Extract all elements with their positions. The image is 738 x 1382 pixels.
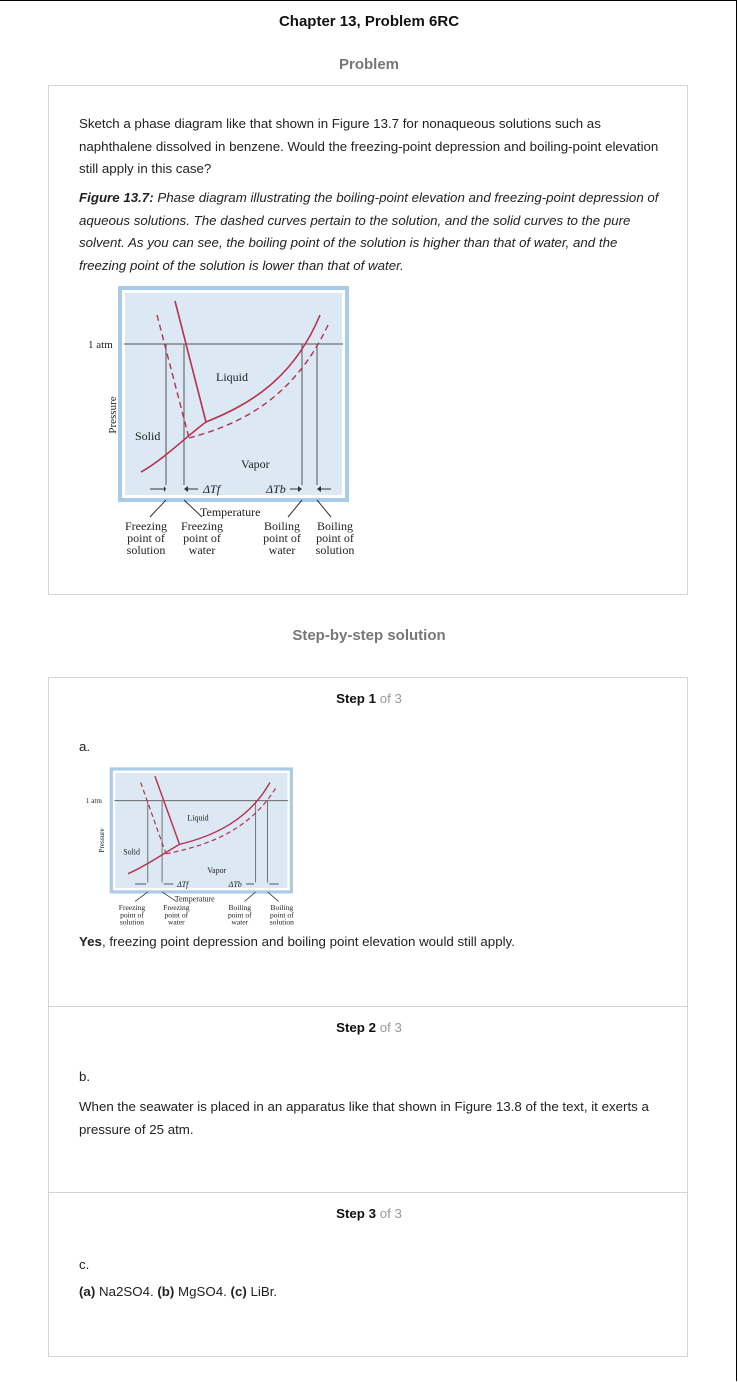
small-bp-solution-l1: Boiling [271, 903, 294, 912]
bp-solution-l2: point of [316, 531, 354, 545]
phase-diagram-small: 1 atm Pressure Liquid Solid Vapor ΔTf ΔT… [86, 767, 294, 926]
small-fp-water-l3: water [168, 917, 185, 926]
problem-box [48, 85, 688, 595]
figure-label: Figure 13.7: [79, 190, 154, 205]
small-fp-water-l1: Freezing [163, 903, 190, 912]
answer-a-text: Na2SO4. [95, 1284, 158, 1299]
diagram-frame [118, 286, 349, 502]
small-fp-water-l2: point of [165, 910, 189, 919]
diagram-panel [123, 291, 344, 497]
answer-c-text: LiBr. [246, 1284, 278, 1299]
step-1-answer-bold: Yes [79, 934, 102, 949]
pressure-axis-label: Pressure [107, 396, 119, 433]
bp-water-l2: point of [263, 531, 301, 545]
part-a-label: a. [79, 739, 91, 754]
answer-c-label: (c) [230, 1284, 247, 1299]
vapor-label: Vapor [241, 457, 270, 471]
liquid-label: Liquid [216, 370, 248, 384]
small-delta-tb: ΔTb [228, 880, 242, 889]
small-fp-solution-l2: point of [120, 910, 144, 919]
small-bp-water-l1: Boiling [229, 903, 252, 912]
phase-diagram: 1 atm Pressure Liquid Solid Vapor ΔTf ΔT… [88, 286, 355, 557]
part-b-label: b. [79, 1069, 91, 1084]
fp-water-l1: Freezing [181, 519, 223, 533]
step-3-label: Step 3 of 3 [0, 1206, 738, 1221]
step-1-answer-rest: , freezing point depression and boiling … [101, 934, 515, 949]
vaporization-curve-solvent [205, 314, 321, 423]
small-liquid-label: Liquid [187, 814, 208, 823]
small-one-atm-label: 1 atm [86, 797, 102, 805]
delta-tf-label: ΔTf [202, 482, 222, 496]
step-3-label-bold: Step 3 [336, 1206, 377, 1221]
step-2-label-bold: Step 2 [336, 1020, 377, 1035]
small-fp-solution-l3: solution [120, 917, 144, 926]
one-atm-label: 1 atm [88, 339, 113, 351]
problem-heading: Problem [338, 56, 399, 73]
small-bp-water-l2: point of [228, 910, 252, 919]
fp-water-l3: water [189, 543, 216, 557]
step-1-label: Step 1 of 3 [0, 691, 738, 706]
small-fp-solution-l1: Freezing [119, 903, 146, 912]
small-bp-solution-l2: point of [270, 910, 294, 919]
small-pressure-label: Pressure [98, 828, 106, 852]
bp-solution-l3: solution [316, 543, 355, 557]
part-c-label: c. [79, 1257, 90, 1272]
fp-solution-l1: Freezing [125, 519, 167, 533]
step-1-answer: Yes, freezing point depression and boili… [79, 934, 515, 949]
small-vapor-label: Vapor [207, 866, 226, 875]
fusion-curve-solvent [174, 300, 207, 423]
small-solid-label: Solid [123, 848, 140, 857]
delta-tb-label: ΔTb [265, 482, 286, 496]
page-title: Chapter 13, Problem 6RC [278, 13, 460, 30]
answer-a-label: (a) [79, 1284, 96, 1299]
fp-water-l2: point of [183, 531, 221, 545]
fusion-curve-solution [156, 314, 190, 439]
figure-caption: Figure 13.7: Phase diagram illustrating … [79, 187, 659, 277]
fp-solution-l3: solution [127, 543, 166, 557]
answer-b-text: MgSO4. [174, 1284, 231, 1299]
vaporization-curve-solution [188, 324, 329, 439]
solution-heading: Step-by-step solution [292, 627, 446, 644]
step-1-label-bold: Step 1 [336, 691, 377, 706]
step-3-label-rest: of 3 [376, 1206, 402, 1221]
step-1-label-rest: of 3 [376, 691, 402, 706]
answer-b-label: (b) [157, 1284, 175, 1299]
step-2-text: When the seawater is placed in an appara… [79, 1099, 649, 1137]
fp-solution-l2: point of [127, 531, 165, 545]
small-temperature-label: Temperature [175, 894, 215, 903]
bp-water-l3: water [269, 543, 296, 557]
sublimation-curve-solvent [140, 421, 207, 473]
bp-solution-l1: Boiling [317, 519, 353, 533]
step-2-label: Step 2 of 3 [0, 1020, 738, 1035]
figure-caption-text: Phase diagram illustrating the boiling-p… [79, 190, 659, 273]
small-bp-solution-l3: solution [270, 917, 294, 926]
problem-text: Sketch a phase diagram like that shown i… [79, 116, 659, 176]
bp-water-l1: Boiling [264, 519, 300, 533]
step-3-box [48, 1192, 688, 1357]
step-2-label-rest: of 3 [376, 1020, 402, 1035]
small-bp-water-l3: water [231, 917, 248, 926]
temperature-axis-label: Temperature [200, 505, 260, 519]
step-3-answer: (a) Na2SO4. (b) MgSO4. (c) LiBr. [79, 1284, 277, 1299]
small-delta-tf: ΔTf [176, 880, 190, 889]
solid-label: Solid [135, 429, 160, 443]
